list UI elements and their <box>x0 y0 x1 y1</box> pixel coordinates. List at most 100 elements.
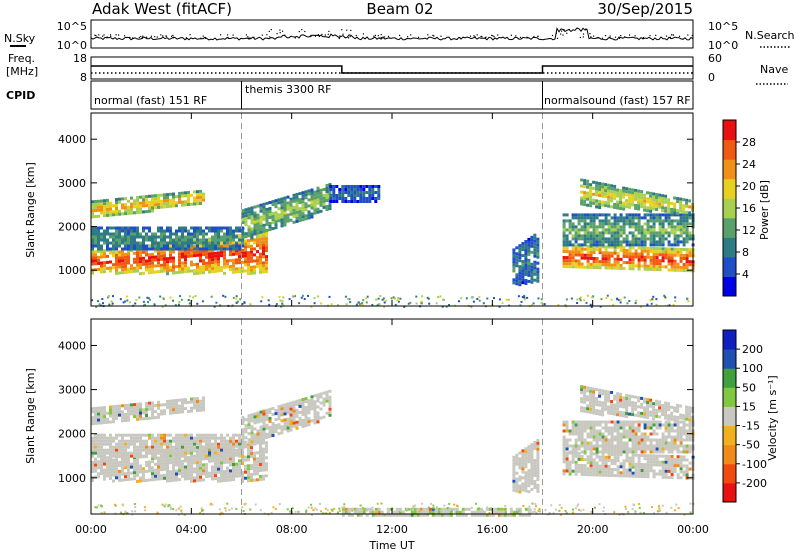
data-cell <box>610 205 614 209</box>
data-cell <box>640 231 644 235</box>
data-cell <box>97 418 100 422</box>
data-cell <box>362 197 366 200</box>
data-cell <box>187 191 190 194</box>
data-cell <box>610 453 614 456</box>
data-cell <box>565 228 569 232</box>
data-cell <box>100 208 103 212</box>
data-cell <box>238 448 241 452</box>
data-cell <box>328 295 331 298</box>
data-cell <box>649 219 653 223</box>
data-cell <box>214 235 217 239</box>
data-cell <box>313 208 317 212</box>
data-cell <box>109 266 112 270</box>
data-cell <box>160 269 163 273</box>
data-cell <box>151 203 154 207</box>
data-cell <box>124 472 127 476</box>
data-cell <box>106 229 109 233</box>
data-cell <box>619 240 623 244</box>
data-cell <box>460 297 463 300</box>
data-cell <box>166 439 169 443</box>
data-cell <box>94 469 97 473</box>
data-cell <box>160 254 163 258</box>
data-cell <box>359 188 363 191</box>
data-cell <box>103 229 106 233</box>
data-cell <box>383 305 386 308</box>
data-cell <box>112 420 115 424</box>
data-cell <box>536 444 540 448</box>
data-cell <box>166 442 169 446</box>
data-cell <box>247 228 251 232</box>
data-cell <box>619 231 623 235</box>
data-cell <box>139 448 142 452</box>
data-cell <box>169 192 172 196</box>
data-cell <box>574 447 578 451</box>
data-cell <box>604 254 608 258</box>
data-cell <box>589 256 593 260</box>
data-cell <box>130 264 133 268</box>
noise-search-point <box>601 37 603 39</box>
data-cell <box>682 450 686 454</box>
data-cell <box>172 460 175 464</box>
data-cell <box>376 304 379 307</box>
data-cell <box>667 454 671 458</box>
data-cell <box>148 401 151 405</box>
data-cell <box>518 283 522 287</box>
data-cell <box>589 386 593 390</box>
data-cell <box>211 477 214 481</box>
data-cell <box>628 193 632 197</box>
data-cell <box>643 264 647 268</box>
data-cell <box>658 444 662 448</box>
data-cell <box>592 263 596 266</box>
data-cell <box>280 404 284 408</box>
data-cell <box>316 405 320 409</box>
data-cell <box>655 240 659 244</box>
data-cell <box>163 461 166 465</box>
data-cell <box>610 432 614 436</box>
data-cell <box>628 468 632 472</box>
data-cell <box>676 464 680 468</box>
data-cell <box>574 259 578 263</box>
data-cell <box>133 247 136 251</box>
data-cell <box>586 458 590 462</box>
data-cell <box>598 237 602 241</box>
data-cell <box>646 219 650 223</box>
data-cell <box>163 454 166 458</box>
data-cell <box>205 238 208 242</box>
data-cell <box>533 471 537 474</box>
data-cell <box>673 240 677 244</box>
data-cell <box>577 265 581 269</box>
data-cell <box>256 235 259 239</box>
data-cell <box>592 444 596 448</box>
data-cell <box>565 250 569 254</box>
data-cell <box>595 205 599 209</box>
data-cell <box>106 204 109 208</box>
cpid-segment-1: normal (fast) 151 RF <box>94 94 207 107</box>
data-cell <box>619 234 623 238</box>
data-cell <box>100 409 103 413</box>
data-cell <box>301 215 305 219</box>
data-cell <box>571 460 575 464</box>
data-cell <box>250 230 254 234</box>
data-cell <box>565 420 569 424</box>
data-cell <box>169 296 172 299</box>
data-cell <box>622 192 626 196</box>
data-cell <box>316 417 320 421</box>
data-cell <box>613 453 617 457</box>
data-cell <box>610 254 614 258</box>
data-cell <box>619 207 623 210</box>
data-cell <box>589 450 593 454</box>
noise-search-point <box>165 35 167 37</box>
data-cell <box>631 447 635 451</box>
data-cell <box>344 197 348 200</box>
data-cell <box>166 272 169 276</box>
data-cell <box>247 239 250 243</box>
data-cell <box>655 426 659 430</box>
data-cell <box>202 241 205 245</box>
data-cell <box>109 226 112 230</box>
data-cell <box>607 192 611 196</box>
data-cell <box>577 466 581 470</box>
data-cell <box>154 445 157 449</box>
data-cell <box>163 269 166 273</box>
data-cell <box>100 244 103 248</box>
data-cell <box>579 296 582 299</box>
